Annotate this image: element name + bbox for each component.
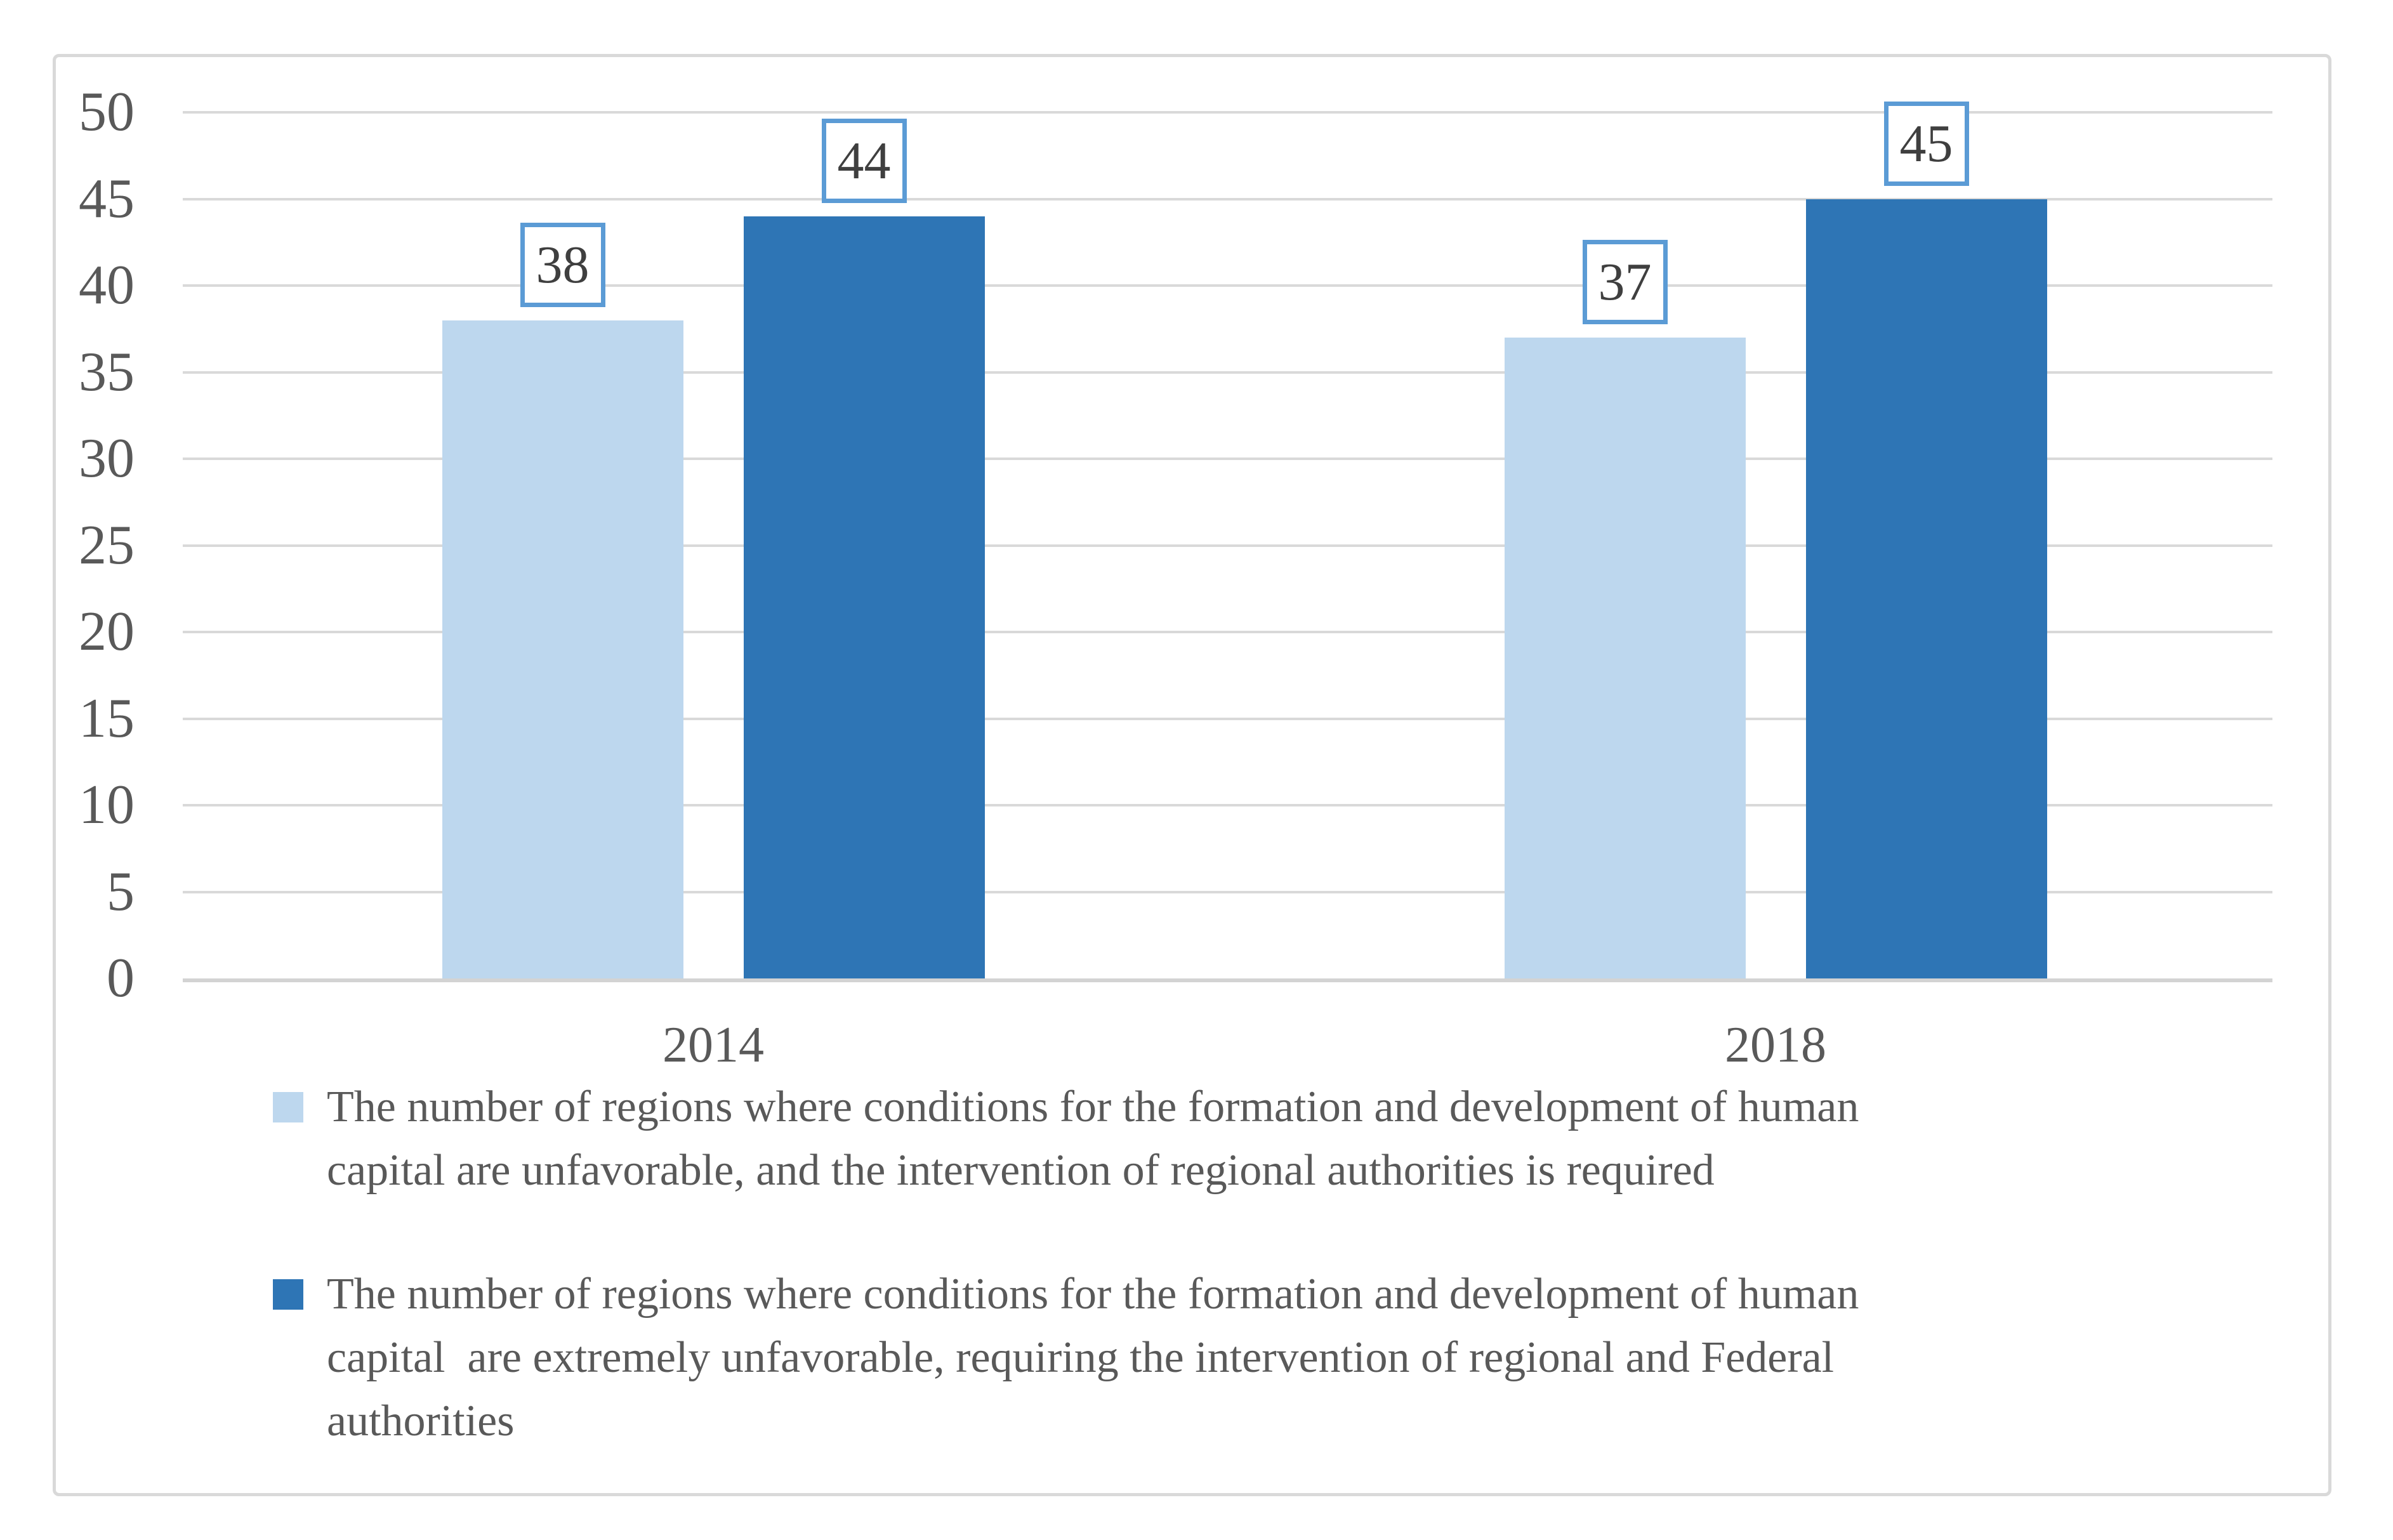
y-axis-tick-label: 50 [79, 81, 135, 143]
data-label: 45 [1883, 101, 1969, 186]
legend-entry-line: authorities [327, 1397, 515, 1445]
y-gridline [183, 284, 2272, 287]
data-label: 44 [821, 118, 907, 203]
data-label: 37 [1582, 239, 1668, 324]
y-axis-tick-label: 30 [79, 428, 135, 489]
legend-entry-line: capital are unfavorable, and the interve… [327, 1146, 1715, 1195]
y-gridline [183, 197, 2272, 201]
legend-entry: The number of regions where conditions f… [327, 1076, 1859, 1202]
bar-2018-series2 [1805, 199, 2047, 978]
legend-entry-line: capital are extremely unfavorable, requi… [327, 1333, 1835, 1382]
y-gridline [183, 631, 2272, 633]
y-gridline [183, 371, 2272, 374]
legend-swatch-icon [273, 1279, 303, 1310]
y-axis-tick-label: 20 [79, 601, 135, 662]
bar-2014-series2 [743, 216, 985, 978]
y-axis-tick-label: 40 [79, 254, 135, 316]
y-axis-tick-label: 45 [79, 168, 135, 230]
x-axis-line [183, 978, 2272, 982]
y-gridline [183, 804, 2272, 806]
legend-entry-line: The number of regions where conditions f… [327, 1270, 1859, 1319]
legend-entry: The number of regions where conditions f… [327, 1263, 1859, 1453]
y-axis-tick-label: 5 [107, 860, 135, 923]
y-gridline [183, 457, 2272, 460]
bar-2018-series1 [1504, 337, 1746, 978]
data-label: 38 [520, 222, 605, 307]
y-gridline [183, 544, 2272, 547]
y-axis-tick-label: 25 [79, 514, 135, 576]
y-axis-tick-label: 15 [79, 687, 135, 749]
y-axis-tick-label: 0 [107, 947, 135, 1009]
bar-2014-series1 [442, 320, 683, 978]
x-axis-category-label: 2018 [1725, 1017, 1826, 1073]
y-gridline [183, 111, 2272, 114]
y-gridline [183, 890, 2272, 893]
legend-entry-line: The number of regions where conditions f… [327, 1083, 1859, 1131]
y-axis-tick-label: 35 [79, 341, 135, 403]
x-axis-category-label: 2014 [663, 1017, 764, 1073]
legend-swatch-icon [273, 1092, 303, 1122]
y-gridline [183, 717, 2272, 720]
y-axis-tick-label: 10 [79, 774, 135, 836]
